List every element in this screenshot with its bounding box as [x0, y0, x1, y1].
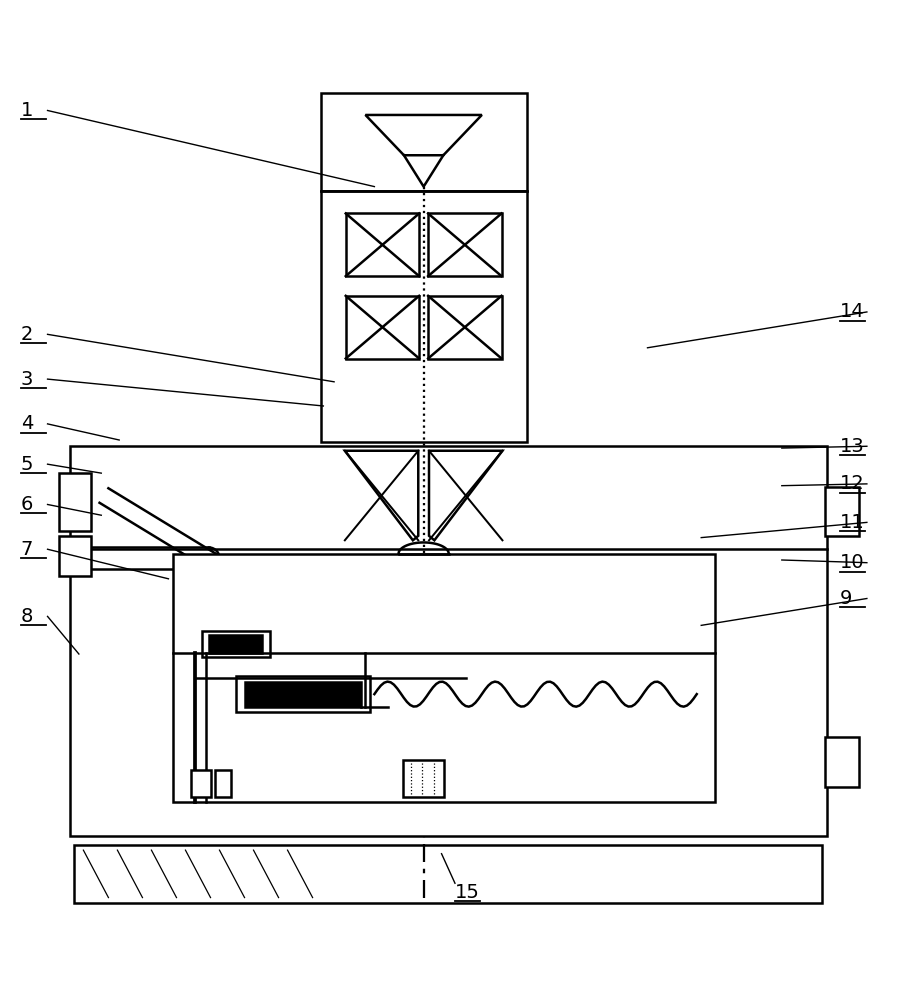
Bar [202, 631, 269, 657]
Bar [404, 760, 444, 797]
Text: 7: 7 [21, 540, 33, 559]
Text: 3: 3 [21, 370, 33, 389]
Bar [70, 446, 826, 836]
Text: 2: 2 [21, 325, 33, 344]
Text: 1: 1 [21, 101, 33, 120]
Bar [346, 296, 419, 359]
Text: 14: 14 [840, 302, 865, 321]
Bar [321, 93, 526, 191]
Text: 13: 13 [840, 437, 865, 456]
Bar [346, 213, 419, 276]
Bar [428, 213, 502, 276]
Bar [244, 682, 361, 707]
Text: 11: 11 [840, 513, 865, 532]
Bar [59, 536, 90, 576]
Text: 8: 8 [21, 607, 33, 626]
Text: 9: 9 [840, 589, 852, 608]
Text: 12: 12 [840, 474, 865, 493]
Bar [173, 554, 714, 802]
Text: 4: 4 [21, 414, 33, 433]
Text: 5: 5 [21, 455, 33, 474]
Text: 15: 15 [455, 883, 480, 902]
Bar [824, 737, 859, 787]
Bar [75, 845, 822, 903]
Bar [209, 635, 262, 653]
Text: 10: 10 [840, 553, 865, 572]
Bar [215, 770, 231, 797]
Text: 6: 6 [21, 495, 33, 514]
Bar [824, 487, 859, 536]
Bar [428, 296, 502, 359]
Bar [59, 473, 90, 531]
Bar [321, 191, 526, 442]
Bar [191, 770, 211, 797]
Bar [235, 676, 370, 712]
